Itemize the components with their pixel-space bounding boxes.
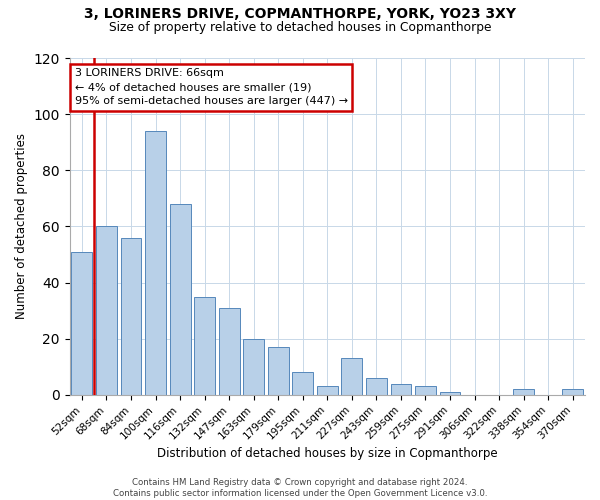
Text: Size of property relative to detached houses in Copmanthorpe: Size of property relative to detached ho… <box>109 21 491 34</box>
Bar <box>341 358 362 395</box>
Bar <box>219 308 239 395</box>
Bar <box>562 389 583 395</box>
Bar <box>121 238 142 395</box>
Bar <box>292 372 313 395</box>
Bar <box>96 226 117 395</box>
Bar <box>391 384 412 395</box>
Bar <box>513 389 534 395</box>
Bar <box>268 347 289 395</box>
Text: 3, LORINERS DRIVE, COPMANTHORPE, YORK, YO23 3XY: 3, LORINERS DRIVE, COPMANTHORPE, YORK, Y… <box>84 8 516 22</box>
Bar <box>170 204 191 395</box>
Bar <box>317 386 338 395</box>
Bar <box>194 296 215 395</box>
Text: 3 LORINERS DRIVE: 66sqm
← 4% of detached houses are smaller (19)
95% of semi-det: 3 LORINERS DRIVE: 66sqm ← 4% of detached… <box>75 68 348 106</box>
Bar <box>145 131 166 395</box>
Bar <box>415 386 436 395</box>
Text: Contains HM Land Registry data © Crown copyright and database right 2024.
Contai: Contains HM Land Registry data © Crown c… <box>113 478 487 498</box>
Bar <box>243 338 264 395</box>
X-axis label: Distribution of detached houses by size in Copmanthorpe: Distribution of detached houses by size … <box>157 447 497 460</box>
Y-axis label: Number of detached properties: Number of detached properties <box>15 134 28 320</box>
Bar <box>366 378 387 395</box>
Bar <box>440 392 460 395</box>
Bar <box>71 252 92 395</box>
